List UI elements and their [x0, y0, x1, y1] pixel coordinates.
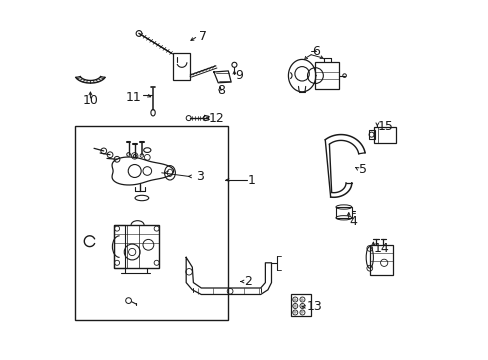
Text: 13: 13 [306, 300, 322, 313]
Bar [114, 225, 125, 268]
Bar [373, 127, 396, 143]
Text: 12: 12 [208, 112, 224, 125]
Text: 2: 2 [244, 275, 252, 288]
Bar [290, 294, 310, 316]
Bar [368, 130, 374, 139]
Text: 4: 4 [348, 215, 356, 228]
Text: 3: 3 [196, 170, 203, 183]
Text: 10: 10 [82, 94, 98, 107]
Text: 8: 8 [217, 84, 224, 97]
Text: 6: 6 [312, 45, 320, 58]
Bar [75, 126, 228, 320]
Text: 14: 14 [373, 242, 389, 255]
Text: 15: 15 [377, 120, 393, 132]
Bar [335, 207, 351, 218]
Bar [173, 53, 190, 80]
Text: 1: 1 [247, 174, 255, 186]
Text: 7: 7 [199, 30, 207, 42]
Text: 11: 11 [126, 91, 142, 104]
Bar [114, 225, 159, 268]
Bar [315, 62, 339, 89]
Text: 5: 5 [358, 163, 366, 176]
Text: 9: 9 [235, 69, 243, 82]
Bar [369, 245, 392, 275]
